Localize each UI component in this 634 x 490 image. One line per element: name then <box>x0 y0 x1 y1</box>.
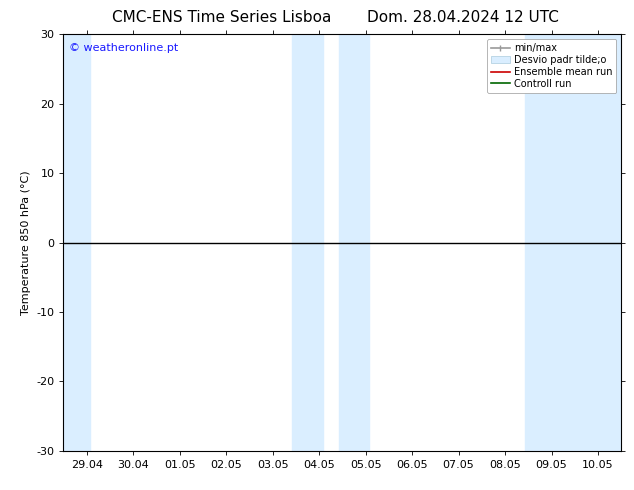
Legend: min/max, Desvio padr tilde;o, Ensemble mean run, Controll run: min/max, Desvio padr tilde;o, Ensemble m… <box>487 39 616 93</box>
Bar <box>339 34 370 451</box>
Text: © weatheronline.pt: © weatheronline.pt <box>69 43 178 52</box>
Text: CMC-ENS Time Series Lisboa: CMC-ENS Time Series Lisboa <box>112 10 332 25</box>
Y-axis label: Temperature 850 hPa (°C): Temperature 850 hPa (°C) <box>21 170 30 315</box>
Bar <box>292 34 323 451</box>
Bar <box>63 34 91 451</box>
Text: Dom. 28.04.2024 12 UTC: Dom. 28.04.2024 12 UTC <box>367 10 559 25</box>
Bar <box>524 34 621 451</box>
